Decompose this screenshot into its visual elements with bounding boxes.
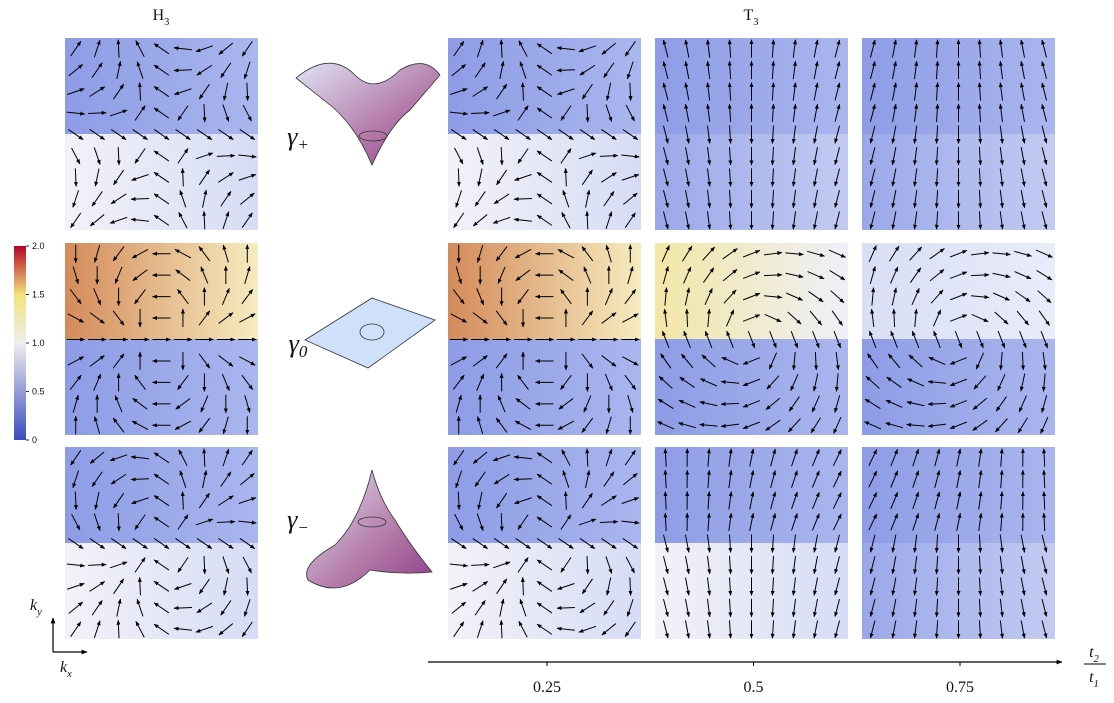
field-panel: [448, 447, 641, 639]
kx-label-sub: x: [66, 669, 72, 680]
field-panel: [862, 447, 1055, 639]
panel-bottom: [448, 134, 641, 230]
field-panel: [448, 38, 641, 230]
panel-top: [65, 38, 258, 134]
surface-plus: [296, 63, 440, 165]
axis-label-numerator-sub: 2: [1094, 654, 1099, 665]
panel-bottom: [65, 339, 258, 435]
field-panel: [448, 243, 641, 435]
column-header-sub: 3: [753, 17, 758, 28]
panel-top: [448, 243, 641, 339]
colorbar: [14, 246, 26, 440]
panel-top: [862, 447, 1055, 543]
column-header-sub: 3: [164, 17, 169, 28]
colorbar-tick-label: 1.0: [32, 338, 45, 348]
field-panel: [65, 243, 258, 435]
row-label: γ−: [287, 505, 309, 537]
column-header: H3: [153, 7, 170, 28]
panel-top: [448, 38, 641, 134]
panel-top: [655, 447, 848, 543]
surface-minus: [307, 470, 432, 588]
kx-label: kx: [60, 659, 72, 680]
field-panel: [862, 38, 1055, 230]
colorbar-tick-label: 2.0: [32, 241, 45, 251]
colorbar-tick-label: 0: [32, 435, 37, 445]
row-label: γ+: [287, 122, 309, 154]
axis-tick-label: 0.5: [744, 679, 764, 696]
column-header: T3: [744, 7, 759, 28]
ky-label: ky: [30, 597, 42, 618]
ky-label-sub: y: [36, 607, 42, 618]
axis-label-denominator: t1: [1089, 669, 1099, 690]
panel-bottom: [65, 134, 258, 230]
axis-tick-label: 0.25: [533, 679, 561, 696]
panel-top: [448, 447, 641, 543]
panel-top: [655, 243, 848, 339]
panel-top: [65, 243, 258, 339]
field-panel: [655, 447, 848, 639]
panel-bottom: [448, 543, 641, 639]
column-header-base: H: [153, 7, 165, 24]
field-panel: [655, 243, 848, 435]
colorbar-tick-label: 1.5: [32, 290, 45, 300]
colorbar-tick-label: 0.5: [32, 387, 45, 397]
field-panel: [65, 38, 258, 230]
row-label-sub: 0: [299, 342, 308, 361]
field-panel: [65, 447, 258, 639]
row-label-sub: −: [297, 518, 308, 537]
column-header-base: T: [744, 7, 754, 24]
panel-bottom: [448, 339, 641, 435]
row-label: γ0: [289, 329, 308, 361]
row-label-sub: +: [297, 135, 308, 154]
panel-top: [65, 447, 258, 543]
field-panel: [655, 38, 848, 230]
axis-label-denominator-sub: 1: [1094, 679, 1099, 690]
surface-zero: [305, 298, 435, 368]
panel-top: [862, 243, 1055, 339]
panel-bottom: [65, 543, 258, 639]
axis-tick-label: 0.75: [946, 679, 974, 696]
axis-label-numerator: t2: [1089, 644, 1099, 665]
field-panel: [862, 243, 1055, 435]
